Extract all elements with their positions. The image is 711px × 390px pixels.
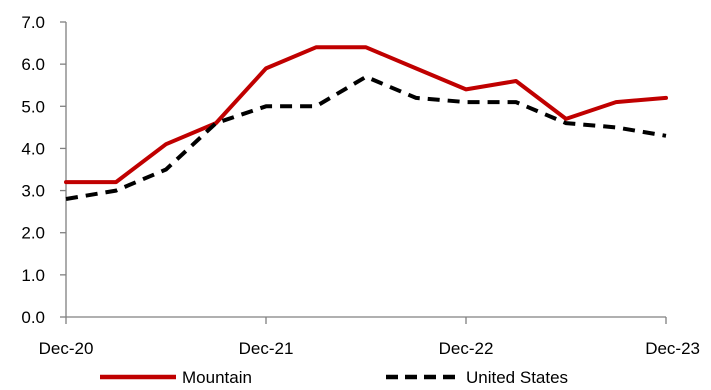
y-tick-label: 3.0: [21, 182, 45, 201]
legend-label: Mountain: [182, 368, 252, 387]
y-tick-label: 5.0: [21, 97, 45, 116]
x-tick-label: Dec-21: [239, 339, 294, 358]
y-tick-label: 2.0: [21, 224, 45, 243]
legend: Mountain United States: [100, 368, 568, 387]
y-tick-label: 0.0: [21, 308, 45, 327]
series-line-united-states: [65, 74, 667, 201]
plot-area: [64, 45, 668, 201]
y-tick-label: 4.0: [21, 139, 45, 158]
series-line-mountain: [64, 45, 668, 185]
x-axis: Dec-20 Dec-21 Dec-22 Dec-23: [39, 316, 700, 358]
y-tick-label: 7.0: [21, 13, 45, 32]
y-axis: 0.0 1.0 2.0 3.0 4.0 5.0 6.0 7.0: [21, 13, 67, 327]
x-tick-label: Dec-23: [645, 339, 700, 358]
legend-label: United States: [466, 368, 568, 387]
x-tick-label: Dec-22: [439, 339, 494, 358]
y-tick-label: 6.0: [21, 55, 45, 74]
x-tick-label: Dec-20: [39, 339, 94, 358]
y-tick-label: 1.0: [21, 266, 45, 285]
